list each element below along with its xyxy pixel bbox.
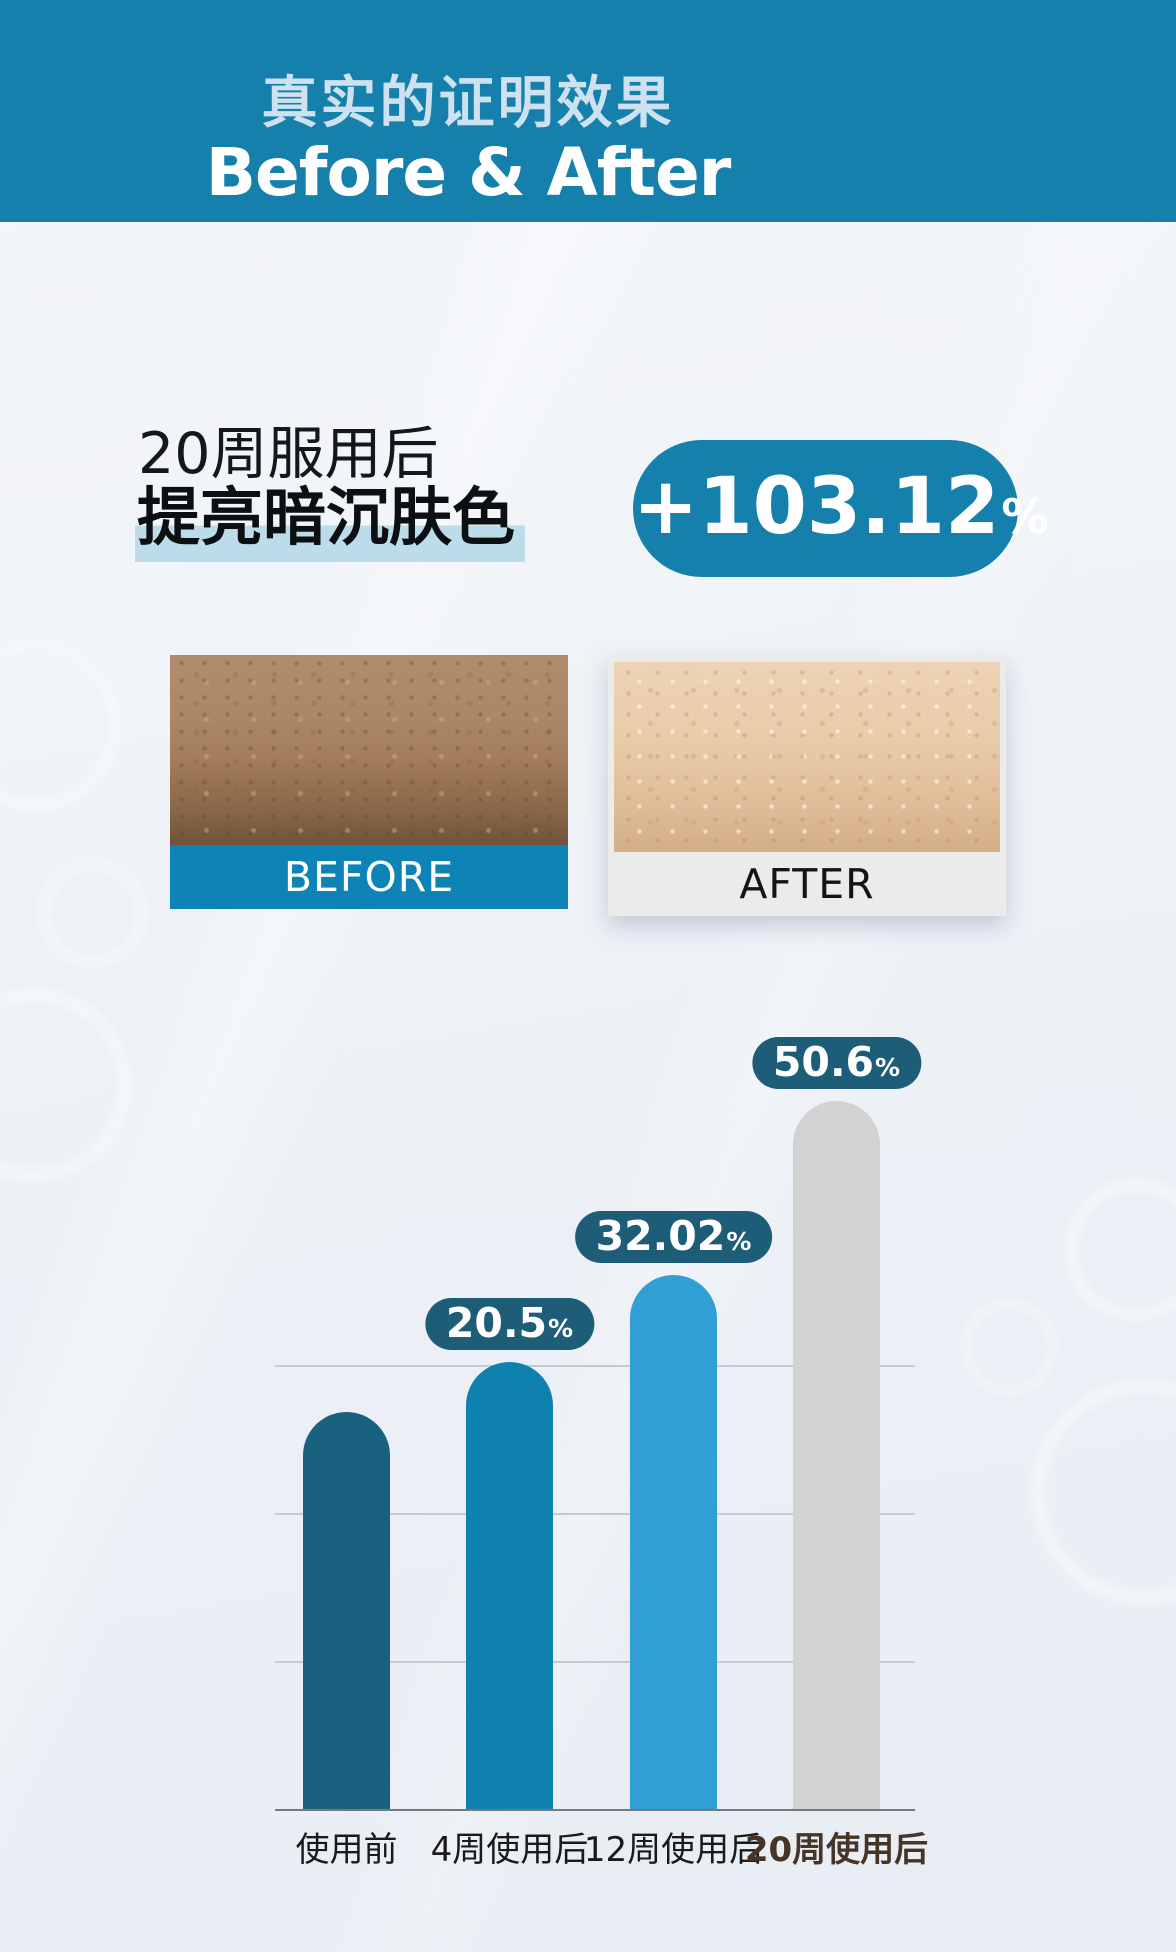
after-card: AFTER xyxy=(608,656,1006,916)
x-axis-label: 使用前 xyxy=(295,1830,398,1870)
bar xyxy=(466,1362,553,1809)
x-axis-line xyxy=(275,1809,915,1811)
gridline xyxy=(275,1661,915,1663)
x-axis-label: 20周使用后 xyxy=(744,1830,929,1870)
before-skin-photo xyxy=(170,655,568,845)
value-badge-unit: % xyxy=(548,1314,574,1343)
stat-value: +103.12 xyxy=(633,462,1000,552)
value-badge-unit: % xyxy=(875,1053,901,1082)
header-banner: 真实的证明效果 Before & After xyxy=(0,0,1176,222)
value-badge: 50.6% xyxy=(751,1037,922,1089)
gridline xyxy=(275,1513,915,1515)
claim-duration: 20周服用后 xyxy=(138,421,439,487)
before-card: BEFORE xyxy=(170,655,568,909)
x-axis-label: 12周使用后 xyxy=(583,1830,764,1870)
claim-effect-highlight: 提亮暗沉肤色 xyxy=(135,483,525,563)
value-badge-number: 20.5 xyxy=(445,1299,548,1347)
value-badge: 32.02% xyxy=(574,1211,773,1263)
molecule-decoration xyxy=(1066,1180,1176,1320)
header-title: Before & After xyxy=(205,134,732,211)
value-badge: 20.5% xyxy=(424,1298,595,1350)
before-label: BEFORE xyxy=(170,845,568,909)
bar xyxy=(793,1101,880,1809)
x-axis-label: 4周使用后 xyxy=(430,1830,589,1870)
stat-pill: +103.12% xyxy=(633,440,1048,577)
value-badge-number: 50.6 xyxy=(772,1038,875,1086)
molecule-decoration xyxy=(0,640,120,810)
stat-unit: % xyxy=(1001,490,1049,545)
molecule-decoration xyxy=(40,860,146,966)
bar xyxy=(630,1275,717,1809)
after-skin-photo xyxy=(614,662,1000,852)
after-label: AFTER xyxy=(608,852,1006,916)
header-subtitle: 真实的证明效果 xyxy=(261,71,675,136)
value-badge-unit: % xyxy=(726,1227,752,1256)
molecule-decoration xyxy=(0,990,130,1180)
bar xyxy=(303,1412,390,1809)
molecule-decoration xyxy=(962,1300,1056,1394)
gridline xyxy=(275,1365,915,1367)
claim-effect-line: 提亮暗沉肤色 xyxy=(135,483,525,563)
value-badge-number: 32.02 xyxy=(595,1212,726,1260)
